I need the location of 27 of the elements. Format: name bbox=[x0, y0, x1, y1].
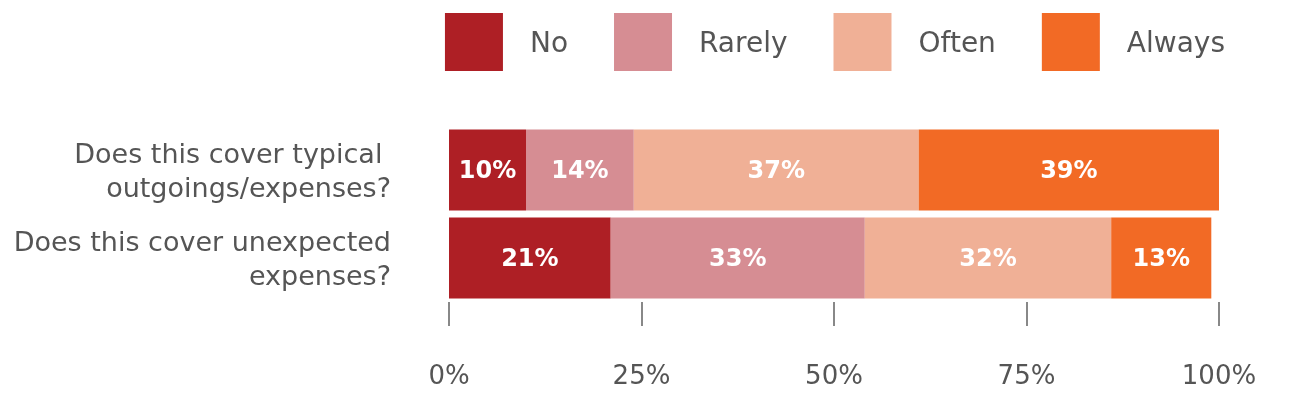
data-label: 14% bbox=[551, 156, 609, 184]
data-label: 37% bbox=[747, 156, 805, 184]
legend-label: No bbox=[529, 25, 569, 59]
bar bbox=[449, 217, 611, 299]
x-tick-label: 25% bbox=[612, 360, 671, 390]
data-label: 33% bbox=[709, 244, 767, 272]
data-label: 39% bbox=[1040, 156, 1098, 184]
data-label: 13% bbox=[1132, 244, 1190, 272]
legend-label: Always bbox=[1126, 25, 1226, 59]
bar bbox=[1111, 217, 1212, 299]
data-label: 21% bbox=[501, 244, 559, 272]
legend-label: Rarely bbox=[699, 25, 788, 59]
data-label: 10% bbox=[458, 156, 517, 184]
bar bbox=[449, 129, 526, 211]
bar bbox=[610, 217, 865, 299]
y-tick-label: Does this cover unexpected expenses? bbox=[13, 225, 391, 291]
x-tick-label: 50% bbox=[805, 360, 863, 390]
bar bbox=[526, 129, 634, 211]
y-tick-label: Does this cover typical outgoings/expenses? bbox=[74, 137, 391, 203]
bar bbox=[864, 217, 1112, 299]
legend-label: Often bbox=[918, 25, 996, 59]
x-tick-label: 100% bbox=[1181, 360, 1257, 390]
x-tick-label: 0% bbox=[428, 360, 470, 390]
bar bbox=[633, 129, 919, 211]
data-label: 32% bbox=[959, 244, 1017, 272]
x-tick-label: 75% bbox=[997, 360, 1056, 390]
bar bbox=[918, 129, 1219, 211]
